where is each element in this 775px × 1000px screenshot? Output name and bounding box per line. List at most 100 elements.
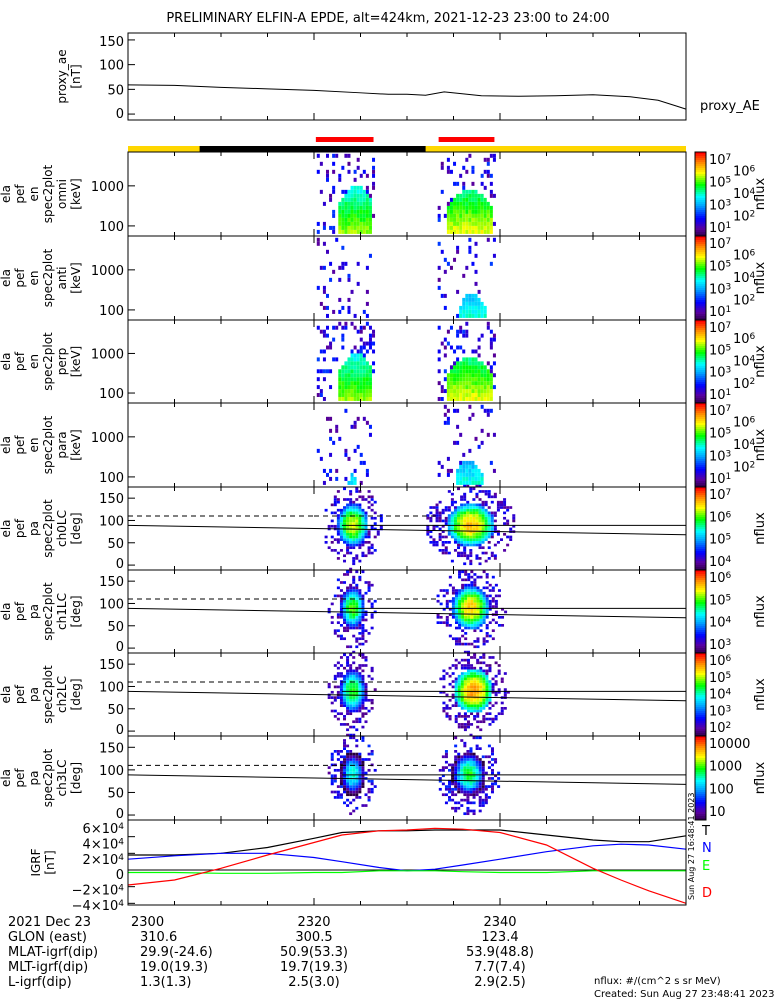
colorbar-cell <box>695 306 706 308</box>
pitch-angle-cell <box>454 626 458 630</box>
pitch-angle-cell <box>497 615 501 619</box>
pitch-angle-cell <box>453 500 457 504</box>
pitch-angle-cell <box>346 672 350 675</box>
spectrogram-cell <box>471 373 475 378</box>
pitch-angle-cell <box>454 640 458 643</box>
colorbar-cell <box>695 182 706 184</box>
colorbar-cell <box>695 667 706 669</box>
spectrogram-cell <box>465 189 469 194</box>
spectrogram-cell <box>453 396 457 401</box>
spectrogram-cell <box>489 365 493 370</box>
pitch-angle-cell <box>469 562 473 566</box>
spectrogram-cell <box>362 169 366 174</box>
pitch-angle-cell <box>352 709 356 713</box>
pitch-angle-cell <box>463 763 467 767</box>
colorbar-cell <box>695 208 706 210</box>
spectrogram-cell <box>368 381 372 386</box>
pitch-angle-cell <box>343 637 347 641</box>
y-axis-label: spec2plot <box>41 248 55 307</box>
spectrogram-cell <box>347 169 351 174</box>
pitch-angle-cell <box>358 535 362 539</box>
pitch-angle-cell <box>479 629 483 633</box>
pitch-angle-cell <box>473 656 477 659</box>
pitch-angle-cell <box>481 777 485 780</box>
pitch-angle-cell <box>464 605 468 608</box>
colorbar-cell <box>695 342 706 344</box>
pitch-angle-cell <box>458 618 462 622</box>
spectrogram-cell <box>338 297 342 302</box>
pitch-angle-cell <box>358 674 362 678</box>
pitch-angle-cell <box>473 666 477 670</box>
spectrogram-cell <box>443 389 447 394</box>
spectrogram-cell <box>471 193 475 198</box>
pitch-angle-cell <box>346 688 350 691</box>
pitch-angle-cell <box>479 704 483 707</box>
pitch-angle-cell <box>336 516 340 520</box>
spectrogram-cell <box>329 436 333 441</box>
spectrogram-cell <box>474 389 478 394</box>
pitch-angle-cell <box>458 626 462 630</box>
pitch-angle-cell <box>346 530 350 533</box>
pitch-angle-cell <box>501 615 505 619</box>
pitch-angle-cell <box>472 506 476 509</box>
pitch-angle-cell <box>364 685 368 689</box>
spectrogram-cell <box>446 377 450 382</box>
pitch-angle-cell <box>361 704 365 707</box>
pitch-angle-cell <box>349 706 353 710</box>
spectrogram-cell <box>477 205 481 210</box>
spectrogram-cell <box>350 377 354 382</box>
spectrogram-cell <box>362 389 366 394</box>
pitch-angle-cell <box>478 557 482 560</box>
pitch-angle-cell <box>460 766 464 769</box>
pitch-angle-cell <box>450 514 454 517</box>
side-stamp: Sun Aug 27 16:48:41 2023 <box>687 793 696 900</box>
pitch-angle-cell <box>352 613 356 616</box>
pitch-angle-cell <box>336 508 340 512</box>
colorbar-cell <box>695 570 706 572</box>
spectrogram-cell <box>465 221 469 226</box>
pitch-angle-cell <box>490 551 494 555</box>
spectrogram-cell <box>477 373 481 378</box>
colorbar-tick-label: 107 <box>709 404 731 419</box>
pitch-angle-cell <box>358 540 362 544</box>
spectrogram-cell <box>350 321 354 326</box>
pitch-angle-cell <box>349 779 353 783</box>
colorbar-cell <box>695 270 706 272</box>
pitch-angle-cell <box>352 559 356 563</box>
spectrogram-cell <box>365 173 369 178</box>
pitch-angle-cell <box>457 752 461 756</box>
spectrogram-cell <box>350 385 354 390</box>
spectrogram-cell <box>468 476 472 481</box>
colorbar-tick-label: 107 <box>709 237 731 252</box>
pitch-angle-cell <box>470 607 474 611</box>
pitch-angle-cell <box>461 594 465 598</box>
pitch-angle-cell <box>464 621 468 624</box>
spectrogram-cell <box>446 261 450 266</box>
pitch-angle-cell <box>454 602 458 606</box>
colorbar-cell <box>695 407 706 409</box>
pitch-angle-cell <box>457 758 461 761</box>
spectrogram-cell <box>468 393 472 397</box>
pitch-angle-cell <box>461 602 465 606</box>
colorbar-tick-label-exponent: 3 <box>726 704 732 714</box>
pitch-angle-cell <box>339 768 343 772</box>
spectrogram-cell <box>446 201 450 206</box>
colorbar-tick-label: 102 <box>709 721 731 736</box>
spectrogram-cell <box>489 373 493 378</box>
pitch-angle-cell <box>464 602 468 606</box>
y-axis-label: spec2plot <box>41 582 55 641</box>
pitch-angle-cell <box>349 599 353 603</box>
pitch-angle-cell <box>463 540 467 544</box>
spectrogram-cell <box>459 381 463 386</box>
spectrogram-cell <box>350 373 354 378</box>
spectrogram-cell <box>362 365 366 370</box>
pitch-angle-cell <box>473 715 477 718</box>
pitch-angle-cell <box>466 554 470 558</box>
pitch-angle-cell <box>349 677 353 681</box>
pitch-angle-cell <box>346 766 350 769</box>
pitch-angle-cell <box>349 801 353 805</box>
y-axis-label: [deg] <box>69 596 83 628</box>
pitch-angle-cell <box>491 629 495 633</box>
colorbar-cell <box>695 415 706 417</box>
pitch-angle-cell <box>458 602 462 606</box>
